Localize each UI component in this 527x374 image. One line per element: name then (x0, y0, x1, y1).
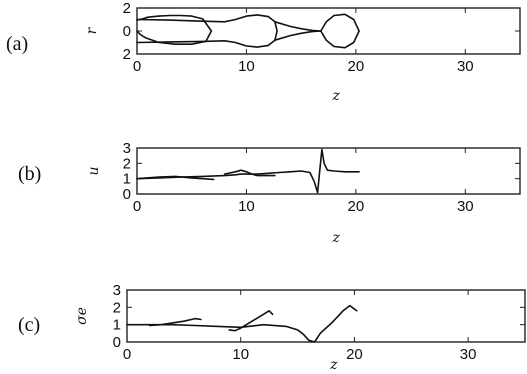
series-line-c-1 (126, 304, 358, 343)
x-tick-label: 10 (238, 58, 255, 75)
y-tick-label: 2 (113, 299, 121, 316)
series-line-a-2 (136, 14, 278, 48)
x-tick-label: 10 (238, 198, 255, 215)
x-tick-label: 10 (232, 346, 249, 363)
series-line-a-4 (274, 30, 322, 41)
y-tick-label: 0 (123, 23, 131, 40)
y-tick-label: 2 (123, 46, 131, 63)
x-tick-label: 30 (460, 346, 477, 363)
x-axis-label: z (331, 230, 340, 246)
x-tick-label: 20 (346, 346, 363, 363)
y-axis-label: r (84, 26, 100, 34)
series-line-b-2 (136, 175, 215, 181)
panel-label: (c) (18, 314, 40, 336)
x-tick-label: 30 (457, 198, 474, 215)
plot-frame-c (126, 289, 526, 343)
y-tick-label: 2 (123, 155, 131, 172)
y-tick-label: 0 (113, 334, 121, 351)
x-tick-label: 0 (123, 346, 131, 363)
plot-frame-b (136, 147, 521, 195)
x-tick-label: 30 (457, 58, 474, 75)
series-line-c-3 (228, 310, 274, 332)
series-line-a-5 (320, 13, 360, 49)
y-tick-label: 1 (113, 317, 121, 334)
series-line-b-1 (136, 148, 360, 194)
x-axis-label: z (331, 88, 340, 104)
y-tick-label: 0 (123, 186, 131, 203)
series-line-a-1 (136, 14, 213, 45)
y-tick-label: 3 (123, 140, 131, 157)
x-tick-label: 20 (348, 58, 365, 75)
x-axis-label: z (329, 357, 338, 373)
x-tick-label: 0 (133, 58, 141, 75)
panel-label: (a) (6, 33, 28, 55)
x-tick-label: 20 (348, 198, 365, 215)
y-axis-label: u (86, 166, 102, 175)
panel-label: (b) (18, 163, 41, 185)
x-tick-label: 0 (133, 198, 141, 215)
series-line-b-3 (223, 169, 276, 177)
series-line-c-2 (148, 317, 202, 327)
y-tick-label: 3 (113, 282, 121, 299)
plot-frame-a (136, 7, 521, 55)
y-tick-label: 2 (123, 0, 131, 17)
series-line-a-3 (274, 21, 322, 32)
y-tick-label: 1 (123, 171, 131, 188)
y-axis-label: σe (74, 307, 90, 325)
